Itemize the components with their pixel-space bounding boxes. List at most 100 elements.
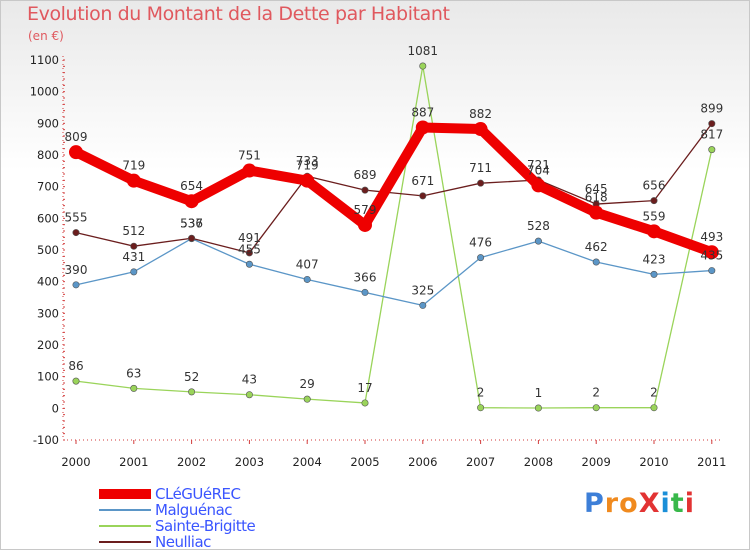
data-label: 528 xyxy=(527,219,550,233)
series-line xyxy=(73,122,714,257)
x-tick-label: 2001 xyxy=(119,455,148,469)
data-point xyxy=(72,281,80,289)
x-tick-label: 2004 xyxy=(293,455,322,469)
series-line xyxy=(75,65,713,409)
x-tick-label: 2006 xyxy=(408,455,437,469)
data-point xyxy=(477,404,485,412)
data-label: 618 xyxy=(585,191,608,205)
data-point xyxy=(708,267,716,275)
legend-label: CLéGUéREC xyxy=(155,485,241,503)
data-point xyxy=(300,173,315,188)
logo-letter: P xyxy=(584,488,605,519)
data-point xyxy=(477,254,485,262)
data-point xyxy=(130,268,138,276)
x-tick-label: 2002 xyxy=(177,455,206,469)
y-tick-label: 1100 xyxy=(30,53,59,67)
y-tick-label: 600 xyxy=(37,211,59,225)
data-point xyxy=(188,234,196,242)
y-tick-label: 800 xyxy=(37,148,59,162)
chart-subtitle: (en €) xyxy=(28,29,64,43)
data-point xyxy=(534,404,542,412)
y-tick-label: 700 xyxy=(37,180,59,194)
data-label: 645 xyxy=(585,182,608,196)
proxiti-logo: ProXiti xyxy=(584,488,695,519)
data-point xyxy=(534,237,542,245)
data-label: 536 xyxy=(180,217,203,231)
x-tick-label: 2005 xyxy=(350,455,379,469)
data-label: 537 xyxy=(180,216,203,230)
series-0 xyxy=(69,120,719,260)
data-point xyxy=(415,120,430,135)
data-label: 435 xyxy=(700,249,723,263)
data-label: 493 xyxy=(700,230,723,244)
data-label: 721 xyxy=(527,158,550,172)
data-label: 325 xyxy=(411,283,434,297)
data-point xyxy=(419,192,427,200)
legend-swatch xyxy=(99,541,151,543)
x-tick-label: 2011 xyxy=(697,455,726,469)
data-label: 512 xyxy=(122,224,145,238)
data-label: 2 xyxy=(650,386,658,400)
y-tick-label: 200 xyxy=(37,338,59,352)
y-tick-label: 100 xyxy=(37,370,59,384)
data-label: 887 xyxy=(411,105,434,119)
data-point xyxy=(650,404,658,412)
data-label: 654 xyxy=(180,179,203,193)
data-label: 656 xyxy=(643,179,666,193)
legend-swatch xyxy=(99,525,151,527)
y-tick-label: 300 xyxy=(37,306,59,320)
data-label: 559 xyxy=(643,209,666,223)
legend-label: Neulliac xyxy=(155,533,211,551)
data-point xyxy=(358,217,372,232)
data-point xyxy=(72,229,80,237)
data-label: 29 xyxy=(300,377,315,391)
data-point xyxy=(361,186,369,194)
legend-label: Sainte-Brigitte xyxy=(155,517,256,535)
data-label: 555 xyxy=(65,211,88,225)
data-label: 689 xyxy=(354,168,377,182)
data-point xyxy=(242,163,257,178)
data-label: 817 xyxy=(700,128,723,142)
data-point xyxy=(592,404,600,412)
data-label: 711 xyxy=(469,161,492,175)
data-point xyxy=(592,258,600,266)
legend-label: Malguénac xyxy=(155,501,233,519)
legend-swatch xyxy=(99,509,151,511)
x-tick-label: 2010 xyxy=(639,455,668,469)
data-point xyxy=(126,173,141,188)
data-label: 366 xyxy=(354,270,377,284)
data-point xyxy=(245,249,253,257)
data-label: 704 xyxy=(527,163,550,177)
logo-letter: r xyxy=(604,488,620,519)
logo-letter: i xyxy=(660,488,671,519)
data-point xyxy=(184,194,199,209)
logo-letter: X xyxy=(638,488,661,519)
data-label: 423 xyxy=(643,252,666,266)
y-tick-label: 500 xyxy=(37,243,59,257)
series-line xyxy=(75,123,713,254)
data-label: 899 xyxy=(700,102,723,116)
data-label: 2 xyxy=(477,386,485,400)
data-label: 809 xyxy=(65,130,88,144)
y-tick-label: 1000 xyxy=(30,85,59,99)
logo-letter: i xyxy=(684,488,695,519)
x-tick-label: 2000 xyxy=(61,455,90,469)
data-label: 43 xyxy=(242,373,257,387)
data-point xyxy=(477,179,485,187)
y-tick-label: -100 xyxy=(33,433,59,447)
data-point xyxy=(704,245,719,260)
data-point xyxy=(361,288,369,296)
data-point xyxy=(361,399,369,407)
data-label: 1081 xyxy=(408,44,439,58)
data-point xyxy=(650,197,658,205)
data-point xyxy=(245,391,253,399)
data-point xyxy=(130,242,138,250)
chart-title: Evolution du Montant de la Dette par Hab… xyxy=(27,3,450,25)
data-label: 407 xyxy=(296,257,319,271)
series-line xyxy=(75,237,712,307)
data-point xyxy=(589,205,604,220)
x-tick-label: 2003 xyxy=(235,455,264,469)
series-1 xyxy=(72,235,716,309)
data-point xyxy=(303,395,311,403)
